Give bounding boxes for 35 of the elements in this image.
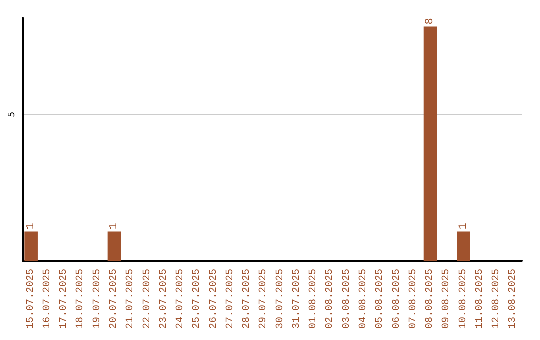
x-tick-label: 22.07.2025 bbox=[142, 268, 154, 330]
data-label: 1 bbox=[25, 222, 38, 230]
x-tick-label: 10.08.2025 bbox=[458, 268, 470, 330]
x-tick-label: 02.08.2025 bbox=[325, 268, 336, 330]
x-tick-label: 03.08.2025 bbox=[342, 268, 353, 330]
x-tick-label: 05.08.2025 bbox=[375, 268, 386, 330]
x-tick-label: 01.08.2025 bbox=[308, 268, 320, 330]
x-tick-label: 25.07.2025 bbox=[192, 268, 204, 330]
x-tick-label: 29.07.2025 bbox=[258, 268, 270, 330]
x-tick-label: 28.07.2025 bbox=[242, 268, 254, 330]
x-tick-label: 21.07.2025 bbox=[126, 268, 137, 330]
x-tick-label: 26.07.2025 bbox=[208, 268, 220, 330]
x-tick-label: 09.08.2025 bbox=[442, 268, 453, 330]
x-tick-label: 17.07.2025 bbox=[59, 268, 70, 330]
x-tick-label: 24.07.2025 bbox=[176, 268, 187, 330]
x-tick-label: 18.07.2025 bbox=[76, 268, 87, 330]
x-tick-label: 15.07.2025 bbox=[26, 268, 37, 330]
x-tick-label: 27.07.2025 bbox=[225, 268, 236, 330]
x-tick-label: 13.08.2025 bbox=[508, 268, 520, 330]
y-tick-label: 5 bbox=[8, 112, 18, 118]
x-tick-label: 31.07.2025 bbox=[292, 268, 303, 330]
x-tick-label: 04.08.2025 bbox=[358, 268, 370, 330]
data-label: 1 bbox=[458, 222, 470, 230]
x-tick-label: 16.07.2025 bbox=[42, 268, 54, 330]
x-tick-label: 19.07.2025 bbox=[92, 268, 104, 330]
x-tick-label: 06.08.2025 bbox=[392, 268, 403, 330]
x-tick-label: 20.07.2025 bbox=[108, 268, 120, 330]
x-tick-label: 12.08.2025 bbox=[492, 268, 503, 330]
x-tick-label: 23.07.2025 bbox=[158, 268, 170, 330]
x-tick-label: 07.08.2025 bbox=[408, 268, 420, 330]
data-label: 8 bbox=[424, 18, 437, 25]
x-tick-label: 11.08.2025 bbox=[474, 268, 486, 330]
x-tick-label: 08.08.2025 bbox=[425, 268, 436, 330]
x-tick-label: 30.07.2025 bbox=[275, 268, 286, 330]
data-label: 1 bbox=[108, 222, 120, 230]
